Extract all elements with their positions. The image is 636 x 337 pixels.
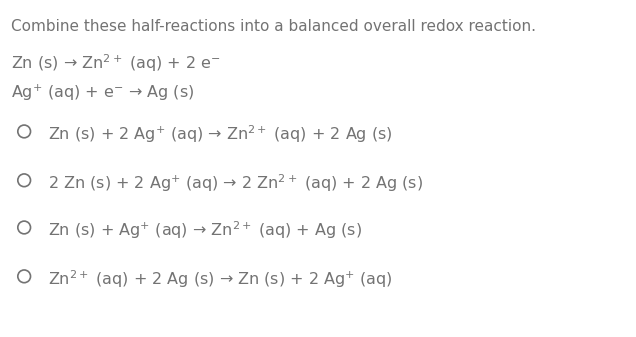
Text: 2 Zn (s) + 2 Ag$^{+}$ (aq) → 2 Zn$^{2+}$ (aq) + 2 Ag (s): 2 Zn (s) + 2 Ag$^{+}$ (aq) → 2 Zn$^{2+}$… <box>48 172 423 193</box>
Text: Zn$^{2+}$ (aq) + 2 Ag (s) → Zn (s) + 2 Ag$^{+}$ (aq): Zn$^{2+}$ (aq) + 2 Ag (s) → Zn (s) + 2 A… <box>48 268 392 289</box>
Text: Zn (s) → Zn$^{2+}$ (aq) + 2 e$^{-}$: Zn (s) → Zn$^{2+}$ (aq) + 2 e$^{-}$ <box>11 52 221 74</box>
Text: Combine these half-reactions into a balanced overall redox reaction.: Combine these half-reactions into a bala… <box>11 19 536 34</box>
Text: Zn (s) + Ag$^{+}$ (aq) → Zn$^{2+}$ (aq) + Ag (s): Zn (s) + Ag$^{+}$ (aq) → Zn$^{2+}$ (aq) … <box>48 219 362 241</box>
Text: Ag$^{+}$ (aq) + e$^{-}$ → Ag (s): Ag$^{+}$ (aq) + e$^{-}$ → Ag (s) <box>11 83 195 103</box>
Text: Zn (s) + 2 Ag$^{+}$ (aq) → Zn$^{2+}$ (aq) + 2 Ag (s): Zn (s) + 2 Ag$^{+}$ (aq) → Zn$^{2+}$ (aq… <box>48 123 392 145</box>
